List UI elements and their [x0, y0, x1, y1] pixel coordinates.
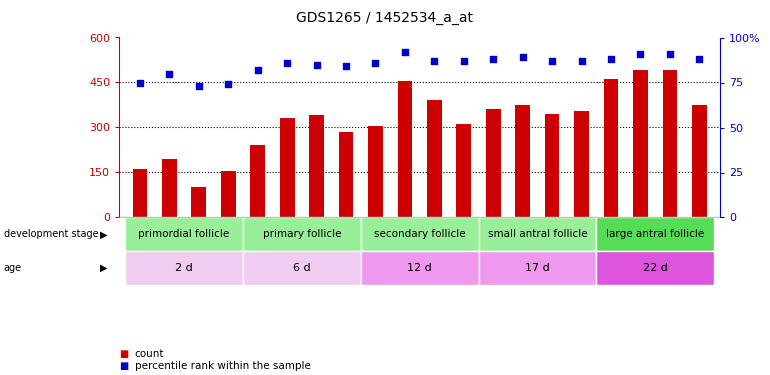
- Point: [517, 54, 529, 60]
- Text: ▶: ▶: [100, 263, 108, 273]
- Bar: [633, 70, 648, 217]
- Bar: [397, 81, 412, 218]
- Bar: [596, 251, 714, 285]
- Bar: [486, 110, 500, 218]
- Point: [546, 58, 558, 64]
- Bar: [162, 159, 177, 218]
- Bar: [515, 105, 530, 218]
- Point: [281, 60, 293, 66]
- Text: primordial follicle: primordial follicle: [139, 230, 229, 239]
- Point: [340, 63, 352, 69]
- Text: ▶: ▶: [100, 230, 108, 239]
- Point: [192, 83, 205, 89]
- Bar: [243, 251, 361, 285]
- Bar: [368, 126, 383, 218]
- Text: ■: ■: [119, 361, 129, 370]
- Bar: [126, 217, 243, 251]
- Point: [487, 56, 500, 62]
- Bar: [361, 217, 478, 251]
- Bar: [243, 217, 361, 251]
- Point: [310, 62, 323, 68]
- Point: [605, 56, 618, 62]
- Text: secondary follicle: secondary follicle: [374, 230, 465, 239]
- Bar: [596, 217, 714, 251]
- Point: [428, 58, 440, 64]
- Point: [575, 58, 588, 64]
- Text: primary follicle: primary follicle: [263, 230, 341, 239]
- Bar: [478, 217, 596, 251]
- Point: [634, 51, 647, 57]
- Bar: [280, 118, 295, 218]
- Point: [664, 51, 676, 57]
- Bar: [692, 105, 707, 218]
- Bar: [126, 251, 243, 285]
- Bar: [478, 251, 596, 285]
- Text: large antral follicle: large antral follicle: [606, 230, 705, 239]
- Bar: [361, 251, 478, 285]
- Text: 22 d: 22 d: [643, 263, 668, 273]
- Text: percentile rank within the sample: percentile rank within the sample: [135, 361, 310, 370]
- Text: age: age: [4, 263, 22, 273]
- Bar: [339, 132, 353, 218]
- Point: [222, 81, 234, 87]
- Text: development stage: development stage: [4, 230, 99, 239]
- Point: [399, 49, 411, 55]
- Bar: [427, 100, 442, 218]
- Text: 2 d: 2 d: [176, 263, 193, 273]
- Point: [693, 56, 705, 62]
- Bar: [545, 114, 560, 218]
- Bar: [457, 124, 471, 217]
- Point: [134, 80, 146, 86]
- Bar: [604, 80, 618, 218]
- Text: small antral follicle: small antral follicle: [487, 230, 588, 239]
- Text: 17 d: 17 d: [525, 263, 550, 273]
- Bar: [250, 146, 265, 218]
- Point: [252, 67, 264, 73]
- Bar: [132, 170, 147, 217]
- Text: count: count: [135, 350, 164, 359]
- Bar: [662, 70, 678, 217]
- Text: 6 d: 6 d: [293, 263, 311, 273]
- Point: [163, 70, 176, 76]
- Point: [457, 58, 470, 64]
- Text: 12 d: 12 d: [407, 263, 432, 273]
- Bar: [221, 171, 236, 217]
- Bar: [310, 116, 324, 218]
- Bar: [574, 111, 589, 218]
- Point: [370, 60, 382, 66]
- Text: ■: ■: [119, 350, 129, 359]
- Text: GDS1265 / 1452534_a_at: GDS1265 / 1452534_a_at: [296, 11, 474, 25]
- Bar: [192, 188, 206, 218]
